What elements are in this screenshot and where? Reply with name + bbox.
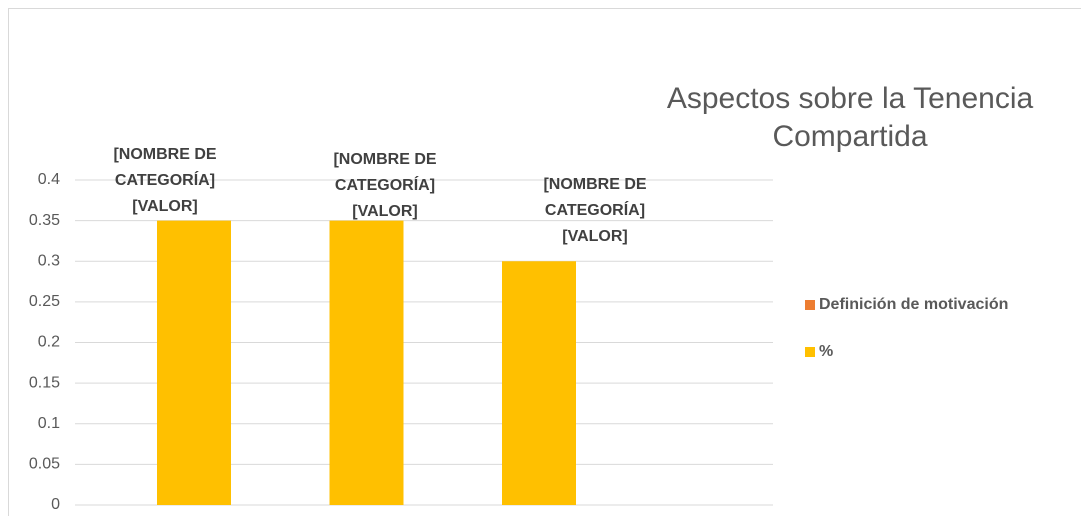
y-tick-label: 0.35: [29, 212, 60, 229]
legend-swatch: [805, 347, 815, 357]
y-tick-label: 0.1: [38, 415, 60, 432]
data-label: [VALOR]: [352, 203, 417, 220]
bar: [502, 261, 576, 505]
chart-title: Compartida: [772, 120, 927, 153]
y-tick-label: 0.05: [29, 456, 60, 473]
data-label: [NOMBRE DE: [113, 146, 216, 163]
data-label: [VALOR]: [132, 198, 197, 215]
legend-label: %: [819, 343, 833, 360]
y-tick-label: 0.15: [29, 374, 60, 391]
legend-swatch: [805, 300, 815, 310]
bar: [157, 220, 231, 505]
data-label: [NOMBRE DE: [543, 176, 646, 193]
data-label: CATEGORÍA]: [115, 170, 215, 189]
y-tick-label: 0.4: [38, 171, 60, 188]
y-tick-label: 0.25: [29, 293, 60, 310]
chart-border: [8, 8, 1081, 516]
data-label: [NOMBRE DE: [333, 151, 436, 168]
y-tick-label: 0: [51, 496, 60, 513]
y-tick-label: 0.2: [38, 334, 60, 351]
chart-title: Aspectos sobre la Tenencia: [667, 82, 1034, 115]
data-label: CATEGORÍA]: [335, 175, 435, 194]
y-tick-label: 0.3: [38, 252, 60, 269]
legend-label: Definición de motivación: [819, 296, 1008, 313]
data-label: CATEGORÍA]: [545, 200, 645, 219]
data-label: [VALOR]: [562, 228, 627, 245]
bar: [329, 220, 404, 505]
